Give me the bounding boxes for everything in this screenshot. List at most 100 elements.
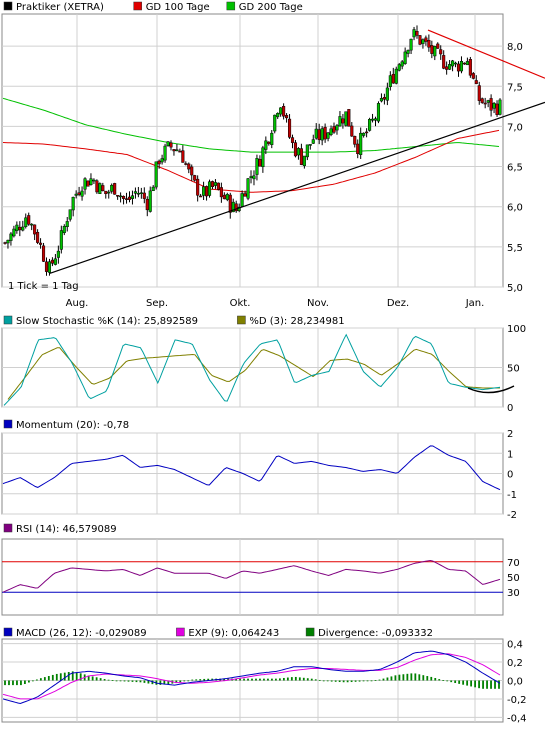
divergence-bar <box>334 680 337 682</box>
candle-body <box>184 163 188 165</box>
legend-entry: Praktiker (XETRA) <box>16 2 104 13</box>
candle-body <box>368 119 372 131</box>
candle-body <box>445 66 449 70</box>
candle-body <box>427 40 431 48</box>
candle-body <box>187 163 191 170</box>
x-tick-label: Okt. <box>230 298 251 309</box>
divergence-bar <box>478 680 480 689</box>
candle-body <box>205 186 209 197</box>
candle-body <box>41 245 46 262</box>
candle-body <box>89 178 93 185</box>
divergence-bar <box>79 673 82 681</box>
candle-body <box>39 242 43 245</box>
candle-body <box>151 186 155 192</box>
candle-body <box>370 118 375 121</box>
candle-body <box>210 181 215 187</box>
divergence-bar <box>374 680 377 681</box>
divergence-bar <box>490 680 492 689</box>
candle-body <box>308 144 312 146</box>
divergence-bar <box>243 678 245 681</box>
candle-body <box>252 175 256 180</box>
divergence-bar <box>151 680 154 685</box>
candle-body <box>202 186 206 196</box>
divergence-bar <box>271 678 273 681</box>
candle-body <box>178 150 182 153</box>
legend-entry: GD 100 Tage <box>146 2 210 13</box>
divergence-bar <box>350 680 353 683</box>
divergence-bar <box>12 680 14 686</box>
divergence-bar <box>446 680 449 682</box>
candle-body <box>344 111 348 126</box>
divergence-bar <box>183 680 186 682</box>
divergence-bar <box>87 675 90 681</box>
y-tick-label: 8,0 <box>507 42 523 53</box>
y-tick-label: 0,2 <box>507 658 523 669</box>
candle-body <box>98 183 102 194</box>
candle-body <box>302 155 306 166</box>
candle-body <box>412 29 416 38</box>
divergence-bar <box>338 680 341 683</box>
divergence-bar <box>318 679 321 681</box>
candle-body <box>95 180 99 193</box>
legend-swatch <box>3 523 13 533</box>
candle-body <box>439 49 443 55</box>
candle-body <box>142 192 146 199</box>
divergence-bar <box>450 680 453 683</box>
candle-body <box>335 125 339 131</box>
divergence-bar <box>99 678 102 681</box>
divergence-bar <box>175 680 178 684</box>
divergence-bar <box>35 679 38 681</box>
divergence-bar <box>275 678 277 681</box>
candle-body <box>62 225 66 234</box>
panel-frame-rsi <box>1 538 504 616</box>
candle-body <box>492 102 496 109</box>
y-tick-label: 100 <box>507 324 526 335</box>
candle-body <box>139 192 143 194</box>
candle-body <box>101 185 105 191</box>
divergence-bar <box>410 673 413 681</box>
candle-body <box>59 230 63 250</box>
divergence-bar <box>494 680 496 689</box>
divergence-bar <box>207 678 210 681</box>
divergence-bar <box>438 679 441 681</box>
candle-body <box>240 193 244 207</box>
candle-body <box>127 196 132 200</box>
candle-body <box>18 226 22 231</box>
legend-swatch <box>133 1 142 11</box>
legend-swatch <box>3 315 13 325</box>
y-tick-label: 0,4 <box>507 640 523 651</box>
divergence-bar <box>330 680 333 682</box>
candle-body <box>293 142 298 157</box>
candle-body <box>353 135 357 145</box>
candle-body <box>12 228 16 237</box>
legend-entry: RSI (14): 46,579089 <box>16 524 117 535</box>
divergence-bar <box>39 678 42 681</box>
y-tick-label: 5,5 <box>507 243 523 254</box>
divergence-bar <box>191 679 194 681</box>
y-tick-label: -1 <box>507 490 517 501</box>
candle-body <box>288 118 292 138</box>
candle-body <box>341 118 345 124</box>
divergence-bar <box>55 673 58 681</box>
candle-body <box>468 59 472 76</box>
x-tick-label: Dez. <box>387 298 409 309</box>
divergence-bar <box>31 680 34 682</box>
momentum-line <box>2 445 501 491</box>
candle-body <box>145 198 149 211</box>
candle-body <box>382 97 386 100</box>
divergence-bar <box>486 680 488 689</box>
candle-body <box>483 102 487 105</box>
candle-body <box>376 103 381 122</box>
divergence-bar <box>63 672 66 681</box>
divergence-bar <box>414 673 417 681</box>
candle-body <box>92 179 96 182</box>
candle-body <box>219 187 223 198</box>
divergence-bar <box>286 677 289 681</box>
divergence-bar <box>322 680 325 682</box>
divergence-bar <box>235 678 237 681</box>
divergence-bar <box>442 680 445 681</box>
candle-body <box>329 128 333 135</box>
candle-body <box>225 194 229 200</box>
divergence-bar <box>282 677 285 681</box>
candle-body <box>465 61 469 66</box>
